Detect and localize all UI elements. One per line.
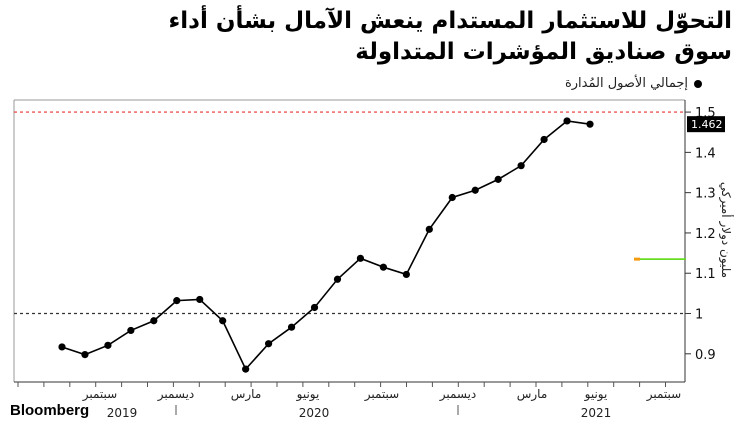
data-point bbox=[58, 343, 66, 351]
x-year-label: 2019 bbox=[107, 406, 138, 420]
x-month-label: سبتمبر bbox=[364, 387, 399, 402]
series-line bbox=[61, 120, 591, 371]
last-value-badge bbox=[687, 116, 725, 133]
y-tick-label: 0.9 bbox=[695, 348, 716, 363]
x-month-label: مارس bbox=[517, 387, 548, 402]
x-year-label: 2021 bbox=[581, 406, 612, 420]
y-tick-label: 1.3 bbox=[695, 187, 716, 202]
data-point bbox=[242, 365, 250, 373]
data-point bbox=[265, 340, 273, 348]
data-point bbox=[471, 186, 479, 194]
data-point bbox=[333, 275, 342, 283]
data-point bbox=[150, 317, 158, 325]
data-point bbox=[586, 120, 594, 128]
data-point bbox=[127, 326, 135, 335]
x-month-label: سبتمبر bbox=[82, 387, 117, 402]
data-point bbox=[494, 175, 502, 183]
data-point bbox=[379, 263, 387, 271]
data-point bbox=[402, 270, 410, 279]
data-point bbox=[425, 225, 433, 233]
last-value-label: 1.462 bbox=[691, 118, 723, 131]
y-tick-label: 1.4 bbox=[695, 146, 716, 161]
x-month-label: يونيو bbox=[296, 387, 320, 402]
data-point bbox=[448, 193, 456, 202]
x-month-label: يونيو bbox=[584, 387, 608, 402]
legend-marker-icon bbox=[694, 79, 702, 88]
x-year-label: 2020 bbox=[299, 406, 330, 420]
x-month-label: مارس bbox=[231, 387, 262, 402]
y-axis-label: مليون دولار أميركي bbox=[718, 182, 734, 278]
x-month-label: ديسمبر bbox=[439, 387, 477, 402]
x-month-label: سبتمبر bbox=[646, 387, 681, 402]
legend-label: إجمالي الأصول المُدارة bbox=[564, 76, 688, 91]
data-point bbox=[173, 297, 181, 305]
data-point bbox=[563, 117, 571, 125]
data-point bbox=[104, 341, 112, 349]
data-point bbox=[517, 162, 525, 170]
chart-title: التحوّل للاستثمار المستدام ينعش الآمال ب… bbox=[168, 8, 732, 65]
data-point bbox=[219, 317, 227, 325]
x-month-label: ديسمبر bbox=[157, 387, 195, 402]
data-point bbox=[81, 351, 89, 359]
y-tick-label: 1.2 bbox=[695, 227, 716, 242]
data-point bbox=[310, 303, 319, 312]
y-tick-label: 1.1 bbox=[695, 267, 716, 282]
legend: إجمالي الأصول المُدارة bbox=[565, 76, 702, 91]
y-tick-label: 1 bbox=[695, 308, 703, 323]
data-point bbox=[196, 295, 204, 304]
data-point bbox=[287, 323, 296, 331]
data-point bbox=[540, 135, 548, 144]
bloomberg-logo: Bloomberg bbox=[10, 402, 90, 419]
data-point bbox=[356, 254, 365, 262]
